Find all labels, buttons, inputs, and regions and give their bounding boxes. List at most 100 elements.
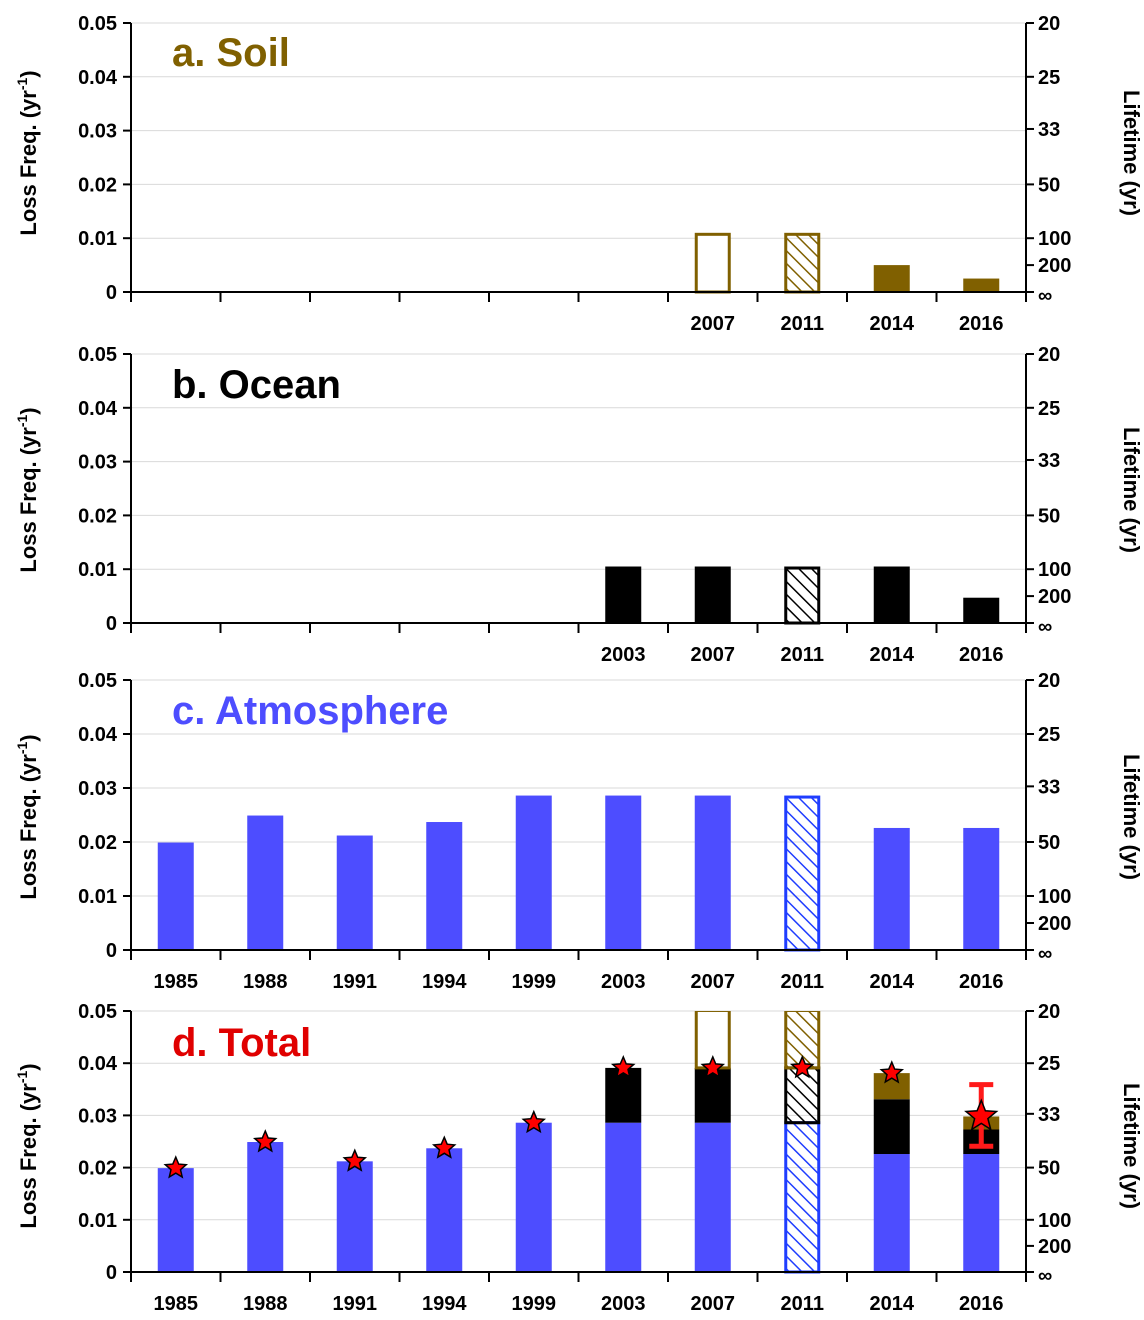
x-tick-label: 2011 bbox=[781, 1293, 824, 1315]
x-tick-label: 1991 bbox=[333, 1293, 378, 1315]
y-tick-label: 0.01 bbox=[78, 228, 117, 250]
y2-tick-label: 20 bbox=[1038, 670, 1060, 692]
y-tick-label: 0.05 bbox=[78, 670, 117, 692]
y2-tick-label: 20 bbox=[1038, 1001, 1060, 1023]
y-tick-label: 0.02 bbox=[78, 832, 117, 854]
y2-tick-label: 25 bbox=[1038, 67, 1060, 89]
y2-tick-label: 200 bbox=[1038, 1236, 1071, 1258]
panel-c-y2label: Lifetime (yr) bbox=[1119, 754, 1144, 880]
y2-tick-label: ∞ bbox=[1038, 1265, 1052, 1287]
panel-b-marks: 0.05 0.04 0.03 0.02 0.01 0 20 25 33 50 100 200 ∞ 2003… bbox=[78, 344, 1071, 666]
y2-tick-label: 100 bbox=[1038, 1210, 1071, 1232]
total-star-2014 bbox=[879, 1060, 905, 1084]
x-tick-label: 1985 bbox=[154, 1293, 199, 1315]
y-tick-label: 0.01 bbox=[78, 559, 117, 581]
x-tick-label: 2007 bbox=[691, 644, 736, 666]
total-star-2011 bbox=[789, 1054, 815, 1079]
y-tick-label: 0.02 bbox=[78, 1158, 117, 1180]
y2-tick-label: 25 bbox=[1038, 724, 1060, 746]
bar-ocean-2014 bbox=[873, 566, 910, 623]
x-tick-label: 1991 bbox=[333, 971, 378, 993]
total-star-1988 bbox=[252, 1129, 278, 1153]
y-tick-label: 0.01 bbox=[78, 886, 117, 908]
y2-tick-label: 50 bbox=[1038, 174, 1060, 196]
total-star-2016 bbox=[964, 1098, 999, 1132]
x-tick-label: 1988 bbox=[243, 971, 288, 993]
bar-atmo-2011 bbox=[784, 795, 821, 952]
total-star-1991 bbox=[342, 1148, 368, 1172]
panel-b-title: b. Ocean bbox=[172, 363, 341, 407]
y-tick-label: 0.01 bbox=[78, 1210, 117, 1232]
bar-total-atmo-1985 bbox=[157, 1168, 194, 1272]
bar-total-atmo-2011 bbox=[784, 1121, 821, 1274]
y2-tick-label: 100 bbox=[1038, 886, 1071, 908]
y-tick-label: 0 bbox=[106, 282, 117, 304]
x-tick-label: 2016 bbox=[959, 1293, 1004, 1315]
y2-tick-label: 33 bbox=[1038, 1104, 1060, 1126]
x-tick-label: 1985 bbox=[154, 971, 199, 993]
y2-tick-label: 100 bbox=[1038, 228, 1071, 250]
bar-total-atmo-1988 bbox=[247, 1142, 284, 1272]
x-tick-label: 2003 bbox=[601, 971, 646, 993]
bar-total-ocean-2007 bbox=[694, 1067, 731, 1123]
bar-ocean-2016 bbox=[963, 597, 1000, 623]
panel-a-marks: 0.05 0.04 0.03 0.02 0.01 0 20 25 33 50 100 200 ∞ 2007… bbox=[78, 13, 1071, 335]
bar-soil-2016 bbox=[963, 278, 1000, 292]
x-tick-label: 1988 bbox=[243, 1293, 288, 1315]
bar-total-atmo-1999 bbox=[515, 1122, 552, 1272]
y2-tick-label: 50 bbox=[1038, 505, 1060, 527]
x-tick-label: 2011 bbox=[781, 313, 824, 335]
x-tick-label: 2014 bbox=[870, 1293, 915, 1315]
y2-tick-label: ∞ bbox=[1038, 616, 1052, 638]
y-tick-label: 0 bbox=[106, 1262, 117, 1284]
y-tick-label: 0.02 bbox=[78, 505, 117, 527]
total-star-2007 bbox=[700, 1054, 726, 1079]
bar-soil-2014 bbox=[873, 265, 910, 292]
panel-d-marks: 0.05 0.04 0.03 0.02 0.01 0 20 25 33 50 100 200 ∞ 1985… bbox=[78, 1001, 1071, 1315]
x-tick-label: 2003 bbox=[601, 1293, 646, 1315]
x-tick-label: 1994 bbox=[422, 971, 467, 993]
x-tick-label: 2003 bbox=[601, 644, 646, 666]
y2-tick-label: 25 bbox=[1038, 1053, 1060, 1075]
bar-atmo-1999 bbox=[515, 795, 552, 950]
x-tick-label: 2016 bbox=[959, 971, 1004, 993]
bar-total-atmo-2014 bbox=[873, 1154, 910, 1272]
y-tick-label: 0.03 bbox=[78, 121, 117, 143]
y-tick-label: 0.02 bbox=[78, 174, 117, 196]
y2-tick-label: 200 bbox=[1038, 586, 1071, 608]
bar-atmo-2007 bbox=[694, 795, 731, 950]
panel-d-ylabel: Loss Freq. (yr-1) bbox=[14, 1063, 41, 1228]
x-tick-label: 2016 bbox=[959, 644, 1004, 666]
bar-total-atmo-2003 bbox=[605, 1122, 642, 1272]
x-tick-label: 2011 bbox=[781, 971, 824, 993]
bar-total-ocean-2011 bbox=[784, 1066, 821, 1125]
total-star-2003 bbox=[610, 1054, 636, 1079]
y-tick-label: 0.05 bbox=[78, 1001, 117, 1023]
bar-atmo-1988 bbox=[247, 815, 284, 950]
stacked-bars bbox=[157, 1011, 1000, 1274]
y2-tick-label: 100 bbox=[1038, 559, 1071, 581]
y2-tick-label: 200 bbox=[1038, 255, 1071, 277]
bar-ocean-2003 bbox=[605, 566, 642, 623]
x-tick-label: 2011 bbox=[781, 644, 824, 666]
bar-soil-2011 bbox=[784, 232, 821, 294]
y-tick-label: 0 bbox=[106, 613, 117, 635]
y2-tick-label: 20 bbox=[1038, 13, 1060, 35]
y2-tick-label: 33 bbox=[1038, 776, 1060, 798]
bar-total-atmo-2007 bbox=[694, 1122, 731, 1272]
panel-c-marks: 0.05 0.04 0.03 0.02 0.01 0 20 25 33 50 100 200 ∞ 1985… bbox=[78, 670, 1071, 993]
panel-a-ylabel: Loss Freq. (yr-1) bbox=[14, 70, 41, 235]
y-tick-label: 0.04 bbox=[78, 1053, 118, 1075]
y-tick-label: 0.04 bbox=[78, 398, 118, 420]
bar-atmo-2014 bbox=[873, 827, 910, 950]
bar-atmo-1985 bbox=[157, 842, 194, 950]
bar-total-ocean-2003 bbox=[605, 1067, 642, 1123]
panel-d-total: 0.05 0.04 0.03 0.02 0.01 0 20 25 33 50 100 200 ∞ 1985… bbox=[14, 1001, 1144, 1315]
x-tick-label: 1994 bbox=[422, 1293, 467, 1315]
x-tick-label: 2007 bbox=[691, 313, 736, 335]
y2-tick-label: 200 bbox=[1038, 913, 1071, 935]
y2-tick-label: 33 bbox=[1038, 450, 1060, 472]
bar-atmo-1994 bbox=[426, 822, 463, 950]
x-tick-label: 2014 bbox=[870, 971, 915, 993]
